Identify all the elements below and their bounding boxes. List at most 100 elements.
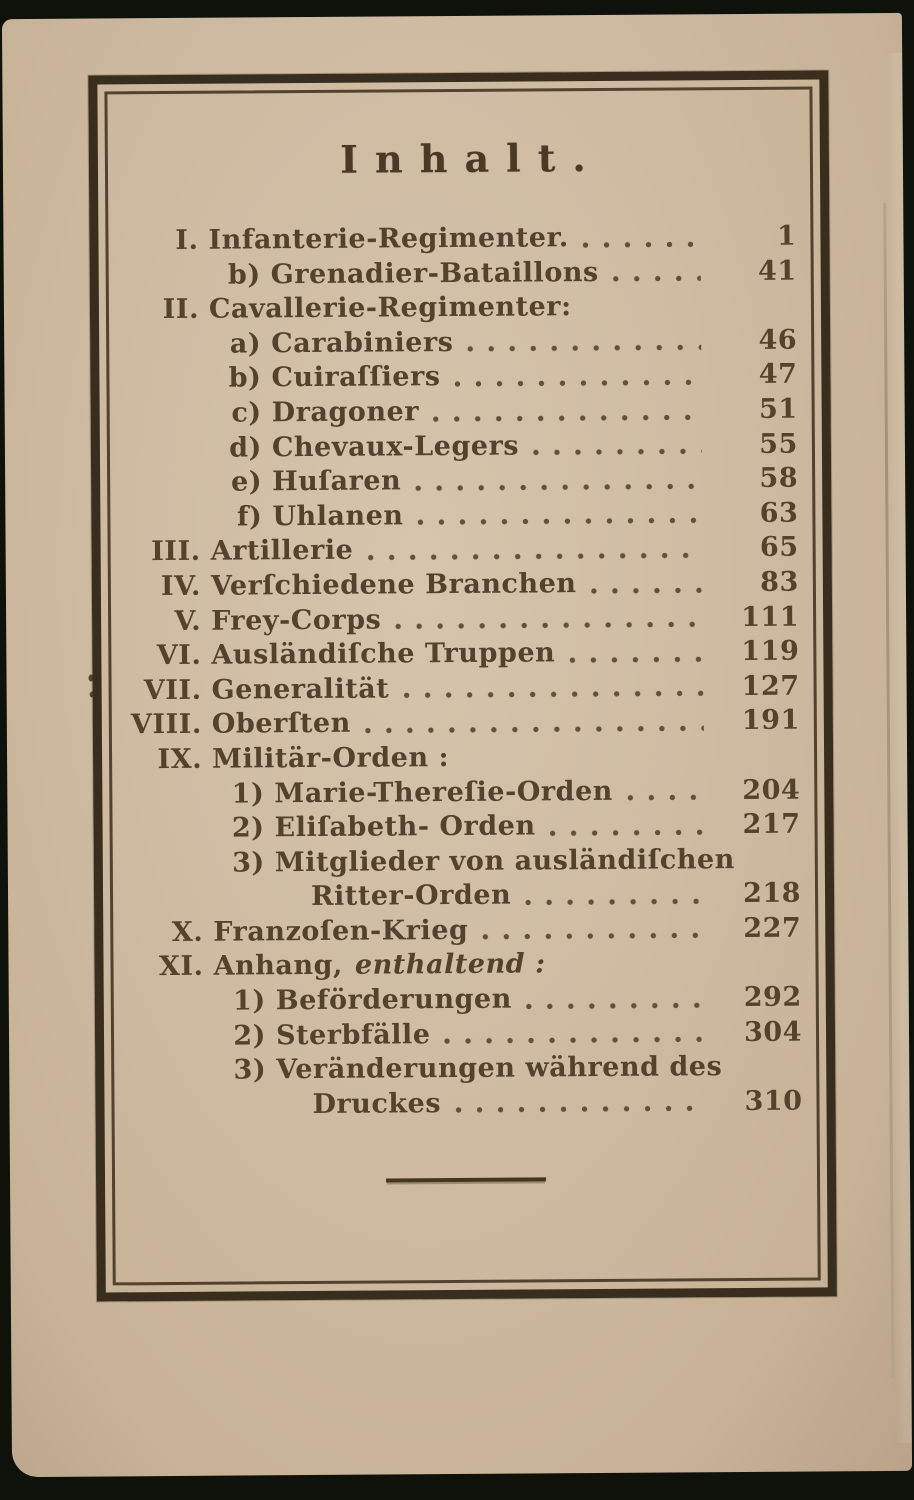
page-content: Inhalt. I. Infanterie-Regimenter. 1 b) G… — [119, 94, 813, 1279]
toc-item-numeral: XI. — [158, 951, 204, 983]
toc-row: V. Frey-Corps 111 — [123, 601, 809, 640]
toc-row: I. Infanterie-Regimenter. 1 — [120, 221, 806, 260]
toc-page-number: 111 — [741, 601, 800, 633]
toc-page-number: 227 — [743, 912, 802, 944]
toc-leader-dots — [417, 517, 703, 526]
toc-item-numeral: 2) — [231, 812, 265, 844]
toc-item-numeral: 3) — [233, 1054, 267, 1086]
scanned-page: Inhalt. I. Infanterie-Regimenter. 1 b) G… — [1, 12, 913, 1478]
toc-page-number: 83 — [760, 566, 799, 598]
toc-row: XI. Anhang, enthaltend : — [125, 947, 811, 986]
toc-row: 1) Beförderungen 292 — [126, 982, 812, 1021]
toc-leader-dots — [612, 275, 701, 283]
toc-item-label: Verſchiedene Branchen — [210, 568, 577, 602]
toc-page-number: 204 — [742, 774, 801, 806]
toc-item-numeral: 2) — [233, 1019, 267, 1052]
toc-leader-dots — [367, 552, 703, 561]
toc-item-label: Eliſabeth- Orden — [274, 810, 536, 844]
toc-leader-dots — [364, 725, 704, 734]
toc-item-numeral: IX. — [157, 743, 203, 775]
toc-row: d) Chevaux-Legers 55 — [122, 428, 808, 467]
toc-item-label: Infanterie-Regimenter. — [208, 222, 569, 256]
toc-item-label: Anhang, — [213, 950, 344, 983]
toc-item-label: Artillerie — [210, 535, 354, 568]
toc-leader-dots — [626, 794, 705, 801]
toc-page-number: 58 — [759, 462, 799, 495]
toc-row: 3) Veränderungen während des — [126, 1051, 812, 1090]
toc-item-numeral: d) — [229, 431, 263, 464]
toc-item-numeral — [127, 1113, 303, 1114]
page-title: Inhalt. — [340, 134, 603, 182]
toc-page-number: 51 — [758, 393, 798, 425]
toc-item-label: Ritter-Orden — [310, 879, 512, 913]
toc-row: a) Carabiniers 46 — [121, 324, 807, 363]
end-divider-rule — [386, 1177, 547, 1183]
toc-row: Ritter-Orden 218 — [125, 878, 811, 917]
toc-row: VII. Generalität 127 — [124, 670, 810, 709]
toc-page-number: 217 — [742, 808, 801, 841]
toc-row: b) Cuiraſſiers 47 — [121, 359, 807, 398]
toc-item-numeral: VI. — [156, 639, 202, 672]
toc-leader-dots — [525, 898, 706, 906]
toc-page-number: 65 — [759, 531, 799, 564]
toc-row: 3) Mitglieder von ausländiſchen — [125, 843, 811, 882]
toc-item-numeral: IV. — [160, 570, 201, 602]
toc-item-numeral: e) — [231, 466, 263, 498]
toc-page-number: 46 — [758, 324, 798, 356]
toc-page-number: 1 — [777, 220, 797, 252]
toc-item-numeral: II. — [162, 293, 200, 326]
toc-leader-dots — [569, 655, 704, 663]
toc-item-label: Franzoſen-Krieg — [213, 914, 469, 948]
toc-item-label: Huſaren — [272, 465, 402, 498]
toc-item-label: Ausländiſche Truppen — [211, 637, 556, 671]
toc-row: b) Grenadier-Bataillons 41 — [121, 255, 807, 294]
toc-row: Druckes 310 — [126, 1085, 812, 1124]
toc-item-label: Frey-Corps — [211, 604, 382, 637]
toc-item-label: Veränderungen während des — [276, 1051, 723, 1086]
toc-leader-dots — [395, 621, 704, 630]
toc-page-number: 119 — [741, 635, 800, 668]
toc-page-number: 310 — [744, 1085, 803, 1117]
toc-leader-dots — [582, 240, 701, 248]
toc-item-label: Marie-Thereſie-Orden — [274, 775, 614, 809]
toc-item-numeral: b) — [227, 258, 261, 291]
toc-leader-dots — [482, 932, 706, 941]
toc-item-label: Carabiniers — [271, 326, 454, 360]
toc-item-numeral: VII. — [143, 674, 202, 706]
toc-item-label: Sterbfälle — [275, 1018, 431, 1051]
toc-row: III. Artillerie 65 — [123, 532, 809, 571]
toc-item-numeral: III. — [151, 536, 201, 568]
toc-item-numeral: 3) — [232, 847, 265, 879]
toc-leader-dots — [549, 828, 705, 837]
toc-page-number: 218 — [742, 877, 802, 910]
toc-leader-dots — [467, 344, 702, 353]
toc-leader-dots — [525, 1001, 706, 1010]
toc-item-numeral: f) — [236, 501, 263, 533]
toc-page-number: 63 — [759, 497, 799, 529]
toc-item-label: Generalität — [211, 673, 390, 706]
toc-item-label: Grenadier-Bataillons — [270, 256, 599, 290]
toc-leader-dots — [403, 690, 704, 699]
toc-page-number: 292 — [743, 981, 802, 1014]
toc-leader-dots — [454, 379, 702, 387]
toc-row: VI. Ausländiſche Truppen 119 — [123, 636, 809, 675]
toc-row: 1) Marie-Thereſie-Orden 204 — [124, 774, 810, 813]
toc-row: 2) Eliſabeth- Orden 217 — [124, 809, 810, 848]
toc-page-number: 127 — [741, 670, 800, 702]
toc-item-label: Oberſten — [211, 708, 351, 741]
toc-item-label: Militär-Orden : — [211, 741, 450, 775]
toc-item-numeral: c) — [231, 397, 262, 429]
toc-row: 2) Sterbfälle 304 — [126, 1016, 812, 1055]
toc-item-label: Cavallerie-Regimenter: — [208, 291, 572, 325]
toc-item-numeral: V. — [174, 605, 202, 637]
toc-row: f) Uhlanen 63 — [122, 497, 808, 536]
toc-row: IV. Verſchiedene Branchen 83 — [123, 566, 809, 605]
toc-page-number: 191 — [741, 704, 800, 737]
toc-item-numeral: X. — [171, 916, 204, 948]
toc-leader-dots — [590, 586, 703, 594]
toc-row: II. Cavallerie-Regimenter: — [121, 290, 807, 329]
toc-row: X. Franzoſen-Krieg 227 — [125, 912, 811, 951]
toc-leader-dots — [533, 448, 702, 456]
toc-item-numeral: 1) — [233, 985, 266, 1017]
toc-page-number: 47 — [758, 358, 798, 391]
